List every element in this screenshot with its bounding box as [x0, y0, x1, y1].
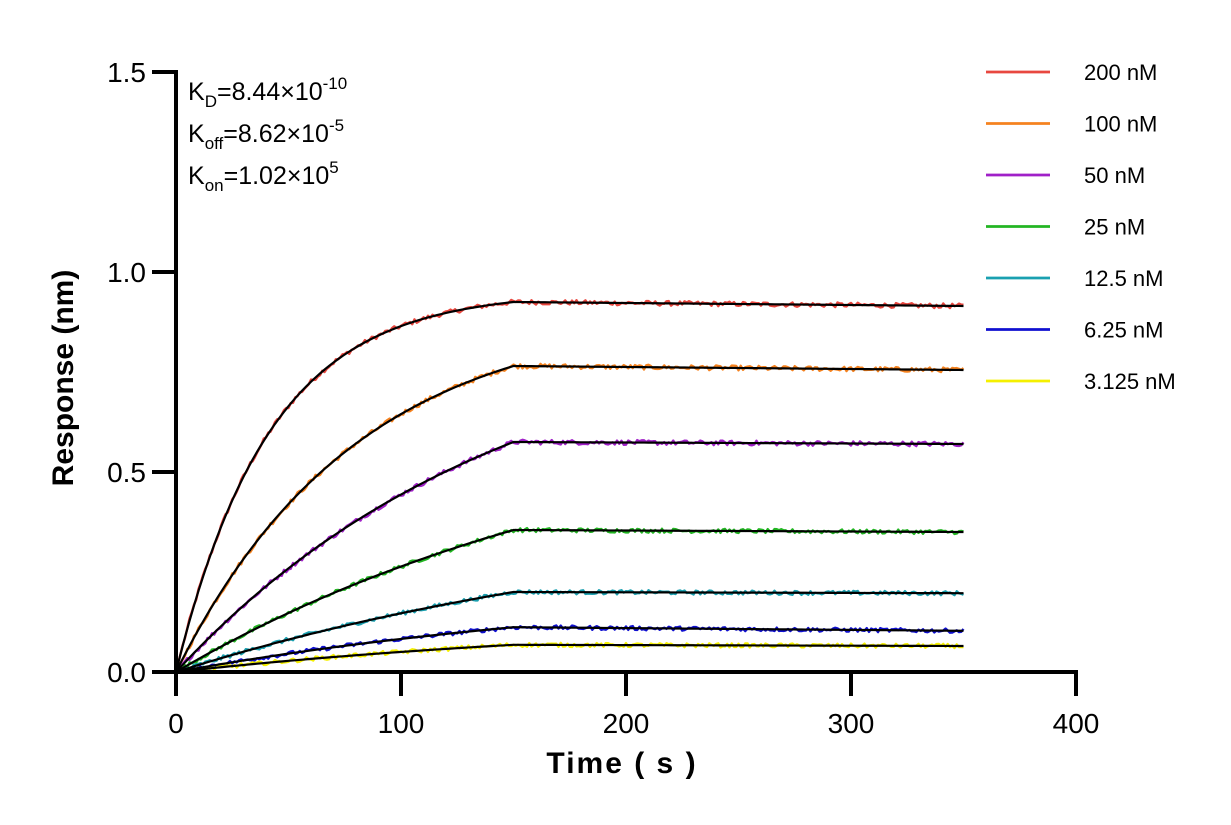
- x-tick-label: 400: [1053, 708, 1100, 739]
- legend-label: 50 nM: [1084, 163, 1145, 188]
- annotation-base: K: [188, 78, 205, 106]
- series-line: [174, 298, 964, 673]
- x-axis-title: Time ( s ): [546, 747, 697, 780]
- kinetic-annotation: Koff=8.62×10-5: [188, 116, 344, 153]
- legend: 200 nM 100 nM 50 nM 25 nM 12.5 nM 6.25 nM 3.12…: [986, 60, 1176, 394]
- annotation-subscript: D: [205, 92, 217, 111]
- annotation-subscript: off: [205, 134, 224, 153]
- fit-line: [175, 528, 964, 673]
- series-line: [175, 624, 965, 674]
- y-tick-label: 0.5: [107, 457, 146, 488]
- annotation-value: =8.44×10: [217, 78, 323, 106]
- fit-curves: [174, 300, 964, 674]
- fit-line: [175, 643, 964, 674]
- annotation-value: =1.02×10: [224, 162, 330, 190]
- y-tick-label: 1.5: [107, 57, 146, 88]
- annotation-value: =8.62×10: [223, 120, 329, 148]
- series-line: [175, 641, 964, 674]
- y-ticks: 0.0 0.5 1.0 1.5: [107, 57, 176, 688]
- fit-line: [175, 440, 964, 673]
- series-line: [174, 362, 965, 673]
- x-tick-label: 300: [828, 708, 875, 739]
- kinetic-annotation: Kon=1.02×105: [188, 158, 339, 195]
- curves: [174, 298, 965, 674]
- legend-label: 3.125 nM: [1084, 369, 1176, 394]
- x-tick-label: 0: [168, 708, 184, 739]
- legend-label: 12.5 nM: [1084, 266, 1164, 291]
- fit-line: [175, 364, 964, 673]
- y-tick-label: 1.0: [107, 257, 146, 288]
- fit-line: [175, 590, 964, 674]
- annotation-exponent: -5: [329, 116, 344, 135]
- annotation-exponent: 5: [329, 158, 338, 177]
- series-line: [175, 526, 964, 674]
- legend-label: 100 nM: [1084, 112, 1157, 137]
- annotation-exponent: -10: [323, 74, 348, 93]
- y-axis-title: Response (nm): [47, 270, 80, 487]
- annotation-subscript: on: [205, 176, 224, 195]
- annotation-base: K: [188, 120, 205, 148]
- series-line: [175, 589, 965, 674]
- kinetic-annotation: KD=8.44×10-10: [188, 74, 347, 111]
- x-ticks: 0 100 200 300 400: [168, 672, 1099, 739]
- x-tick-label: 200: [603, 708, 650, 739]
- fit-line: [175, 626, 964, 674]
- legend-label: 200 nM: [1084, 60, 1157, 85]
- legend-label: 25 nM: [1084, 215, 1145, 240]
- fit-line: [174, 300, 964, 673]
- legend-label: 6.25 nM: [1084, 318, 1164, 343]
- x-tick-label: 100: [378, 708, 425, 739]
- annotation-base: K: [188, 162, 205, 190]
- y-tick-label: 0.0: [107, 657, 146, 688]
